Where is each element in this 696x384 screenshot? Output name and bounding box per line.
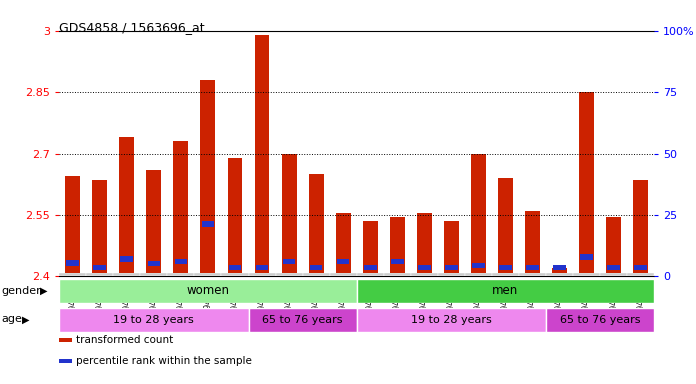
- Text: men: men: [492, 285, 519, 297]
- Bar: [600, 273, 627, 276]
- Bar: [579, 92, 594, 276]
- Bar: [255, 265, 269, 270]
- Bar: [417, 213, 432, 276]
- Text: 19 to 28 years: 19 to 28 years: [113, 314, 194, 325]
- Bar: [444, 221, 459, 276]
- Bar: [229, 265, 242, 270]
- Bar: [255, 35, 269, 276]
- Bar: [471, 154, 486, 276]
- Bar: [65, 176, 80, 276]
- Bar: [276, 273, 303, 276]
- Text: ▶: ▶: [22, 314, 30, 324]
- Bar: [248, 273, 276, 276]
- Bar: [390, 217, 404, 276]
- Bar: [120, 257, 133, 262]
- Bar: [391, 259, 404, 264]
- Bar: [363, 221, 378, 276]
- Bar: [119, 137, 134, 276]
- Bar: [418, 265, 431, 270]
- Bar: [465, 273, 492, 276]
- Bar: [525, 211, 540, 276]
- Text: transformed count: transformed count: [76, 335, 173, 345]
- Text: 65 to 76 years: 65 to 76 years: [560, 314, 640, 325]
- Bar: [141, 273, 167, 276]
- Bar: [59, 279, 357, 303]
- Bar: [519, 273, 546, 276]
- Text: 65 to 76 years: 65 to 76 years: [262, 314, 343, 325]
- Bar: [228, 158, 242, 276]
- Bar: [526, 265, 539, 270]
- Bar: [167, 273, 194, 276]
- Bar: [310, 265, 322, 270]
- Bar: [93, 265, 106, 270]
- Text: women: women: [187, 285, 230, 297]
- Bar: [146, 170, 161, 276]
- Bar: [553, 265, 566, 270]
- Bar: [283, 259, 295, 264]
- Bar: [113, 273, 141, 276]
- Bar: [309, 174, 324, 276]
- Bar: [364, 265, 377, 270]
- Bar: [472, 263, 484, 268]
- Text: 19 to 28 years: 19 to 28 years: [411, 314, 492, 325]
- Bar: [303, 273, 330, 276]
- Bar: [492, 273, 519, 276]
- Bar: [357, 273, 383, 276]
- Bar: [202, 221, 214, 227]
- Bar: [606, 217, 621, 276]
- Bar: [282, 154, 296, 276]
- Bar: [608, 265, 620, 270]
- Bar: [148, 261, 160, 266]
- Bar: [59, 273, 86, 276]
- Bar: [438, 273, 465, 276]
- Bar: [248, 308, 357, 332]
- Bar: [552, 268, 567, 276]
- Bar: [383, 273, 411, 276]
- Text: ▶: ▶: [40, 286, 48, 296]
- Bar: [173, 141, 189, 276]
- Bar: [633, 180, 648, 276]
- Bar: [573, 273, 600, 276]
- Bar: [66, 260, 79, 266]
- Bar: [357, 308, 546, 332]
- Bar: [200, 80, 215, 276]
- Bar: [634, 265, 647, 270]
- Text: age: age: [1, 314, 22, 324]
- Bar: [498, 178, 513, 276]
- Bar: [93, 180, 107, 276]
- Bar: [357, 279, 654, 303]
- Bar: [175, 259, 187, 264]
- Text: gender: gender: [1, 286, 41, 296]
- Bar: [59, 308, 248, 332]
- Bar: [546, 273, 573, 276]
- Text: percentile rank within the sample: percentile rank within the sample: [76, 356, 252, 366]
- Bar: [580, 254, 593, 260]
- Bar: [194, 273, 221, 276]
- Bar: [86, 273, 113, 276]
- Bar: [411, 273, 438, 276]
- Bar: [221, 273, 248, 276]
- Bar: [546, 308, 654, 332]
- Text: GDS4858 / 1563696_at: GDS4858 / 1563696_at: [59, 21, 205, 34]
- Bar: [627, 273, 654, 276]
- Bar: [335, 213, 351, 276]
- Bar: [499, 265, 512, 270]
- Bar: [445, 265, 458, 270]
- Bar: [330, 273, 357, 276]
- Bar: [337, 259, 349, 264]
